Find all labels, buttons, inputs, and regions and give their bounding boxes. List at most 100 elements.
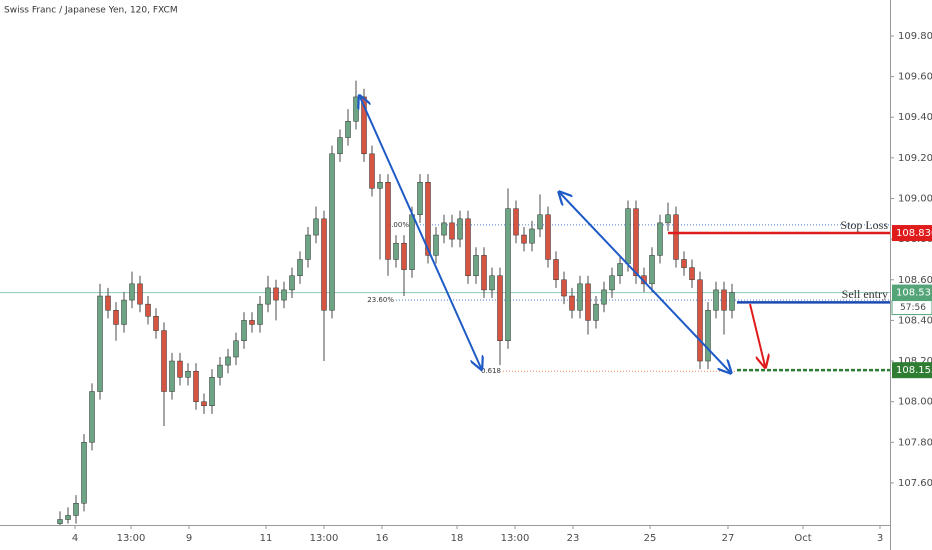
candle-body: [321, 218, 327, 311]
x-tick-label: 18: [451, 533, 464, 544]
candle-body: [153, 316, 159, 331]
candle-body: [697, 279, 703, 362]
candle-body: [513, 208, 519, 236]
candle-body: [705, 309, 711, 362]
candle-body: [649, 255, 655, 285]
price-tag: [892, 362, 932, 379]
time-axis: [0, 525, 932, 550]
candle-body: [113, 309, 119, 325]
candle-body: [489, 275, 495, 291]
candle-body: [665, 214, 671, 224]
x-tick-label: 27: [722, 533, 735, 544]
candle-body: [537, 214, 543, 230]
candle-body: [265, 287, 271, 305]
candle-body: [73, 503, 79, 516]
candle-body: [481, 255, 487, 291]
fib-label: 0.618: [481, 367, 501, 375]
candle-body: [121, 299, 127, 325]
candle-body: [305, 234, 311, 260]
candle-body: [89, 391, 95, 443]
candle-body: [233, 340, 239, 358]
candle-body: [289, 275, 295, 291]
candle-body: [393, 242, 399, 260]
candle-body: [257, 303, 263, 325]
level-name: Stop Loss: [840, 218, 888, 232]
candle-body: [209, 377, 215, 406]
candle-body: [433, 234, 439, 256]
candle-body: [345, 121, 351, 138]
candle-body: [161, 330, 167, 392]
x-tick-label: 9: [186, 533, 192, 544]
candle-body: [193, 370, 199, 402]
y-tick-label: 108.400: [898, 315, 932, 326]
candle-body: [625, 208, 631, 264]
y-tick-label: 109.600: [898, 72, 932, 83]
x-tick-label: 3: [877, 533, 883, 544]
axes: 107.600 107.800 108.000 108.200 108.400 108.6…: [72, 31, 932, 544]
candle-body: [505, 208, 511, 341]
candle-body: [617, 263, 623, 276]
candle-body: [409, 214, 415, 270]
candle-body: [249, 320, 255, 325]
candle-body: [217, 364, 223, 378]
x-tick-label: 25: [644, 533, 657, 544]
candle-body: [673, 214, 679, 260]
price-tag-label: 108.155: [896, 365, 932, 376]
candle-body: [329, 153, 335, 311]
x-tick-label: 13:00: [117, 533, 146, 544]
candle-body: [201, 401, 207, 406]
candle-body: [105, 295, 111, 311]
candle-body: [129, 283, 135, 301]
target-arrow: [749, 303, 765, 366]
y-tick-label: 107.800: [898, 437, 932, 448]
price-tag-label: 108.830: [896, 228, 932, 239]
candle-body: [465, 218, 471, 276]
fib-label: 23.60%: [367, 296, 394, 304]
price-axis: [890, 0, 932, 550]
candle-body: [577, 283, 583, 311]
candle-body: [585, 283, 591, 321]
candle-body: [561, 279, 567, 297]
candle-body: [313, 218, 319, 236]
candle-body: [441, 222, 447, 236]
countdown-box: [891, 300, 932, 316]
x-tick-label: 11: [260, 533, 273, 544]
candle-body: [529, 228, 535, 244]
candle-body: [225, 356, 231, 366]
x-tick-label: Oct: [794, 533, 811, 544]
candle-body: [281, 289, 287, 301]
candle-body: [473, 255, 479, 276]
y-tick-label: 108.000: [898, 397, 932, 408]
y-tick-label: 108.600: [898, 275, 932, 286]
candle-body: [353, 96, 359, 122]
chart-title: Swiss Franc / Japanese Yen, 120, FXCM: [4, 6, 178, 16]
candle-body: [609, 275, 615, 291]
candle-body: [137, 283, 143, 305]
candle-body: [721, 289, 727, 311]
candle-body: [593, 303, 599, 321]
x-tick-label: 4: [72, 533, 78, 544]
x-tick-label: 13:00: [501, 533, 530, 544]
candle-body: [145, 303, 151, 317]
price-tag: [892, 284, 932, 301]
candle-body: [553, 259, 559, 281]
y-tick-label: 107.600: [898, 478, 932, 489]
y-tick-label: 109.000: [898, 194, 932, 205]
candle-body: [297, 259, 303, 276]
candle-body: [369, 153, 375, 189]
x-tick-label: 16: [376, 533, 389, 544]
candle-body: [65, 515, 71, 520]
candle-body: [449, 222, 455, 240]
candle-body: [81, 442, 87, 504]
y-tick-label: 109.200: [898, 153, 932, 164]
candle-body: [689, 267, 695, 281]
candle-body: [337, 137, 343, 155]
level-name: Sell entry: [842, 287, 888, 301]
trend-arrow: [360, 97, 481, 368]
y-tick-label: 109.400: [898, 112, 932, 123]
candle-body: [177, 360, 183, 378]
candle-body: [97, 295, 103, 392]
